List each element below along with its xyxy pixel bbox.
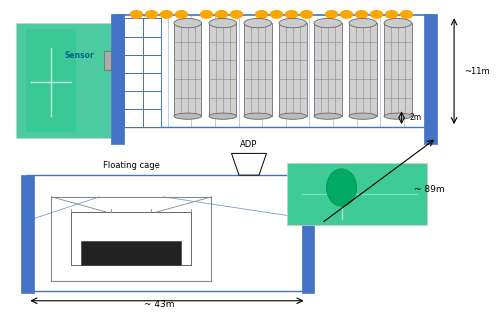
- Ellipse shape: [279, 18, 306, 28]
- Bar: [424, 14, 437, 144]
- Ellipse shape: [279, 113, 306, 119]
- Circle shape: [386, 11, 397, 18]
- Circle shape: [160, 11, 173, 18]
- Bar: [124, 37, 143, 55]
- Ellipse shape: [209, 113, 236, 119]
- Ellipse shape: [244, 113, 272, 119]
- Bar: [314, 23, 342, 116]
- Circle shape: [356, 11, 368, 18]
- Ellipse shape: [244, 18, 272, 28]
- Circle shape: [256, 11, 268, 18]
- Bar: [384, 23, 411, 116]
- Text: Floating cage: Floating cage: [103, 161, 160, 170]
- Bar: [143, 73, 161, 91]
- Ellipse shape: [314, 113, 342, 119]
- Bar: [22, 175, 34, 293]
- Bar: [209, 23, 236, 116]
- Ellipse shape: [174, 113, 202, 119]
- Circle shape: [145, 11, 157, 18]
- Ellipse shape: [349, 113, 377, 119]
- Bar: [26, 29, 76, 132]
- Circle shape: [371, 11, 383, 18]
- Ellipse shape: [209, 18, 236, 28]
- Circle shape: [341, 11, 353, 18]
- Bar: [287, 163, 427, 225]
- Bar: [143, 37, 161, 55]
- Ellipse shape: [384, 18, 411, 28]
- Text: ~11m: ~11m: [464, 67, 490, 76]
- Bar: [17, 23, 112, 138]
- Bar: [143, 18, 161, 37]
- Bar: [124, 18, 143, 37]
- Ellipse shape: [314, 18, 342, 28]
- Bar: [301, 175, 314, 293]
- Bar: [104, 51, 112, 69]
- Bar: [143, 91, 161, 109]
- Bar: [124, 73, 143, 91]
- Bar: [112, 14, 124, 144]
- Circle shape: [230, 11, 242, 18]
- Circle shape: [325, 11, 338, 18]
- Circle shape: [176, 11, 188, 18]
- Text: Sensor: Sensor: [64, 51, 94, 60]
- Bar: [124, 91, 143, 109]
- Ellipse shape: [174, 18, 202, 28]
- Ellipse shape: [384, 113, 411, 119]
- Bar: [244, 23, 272, 116]
- Bar: [174, 23, 202, 116]
- Circle shape: [400, 11, 412, 18]
- Text: 2m: 2m: [409, 113, 421, 122]
- Text: ~ 43m: ~ 43m: [144, 300, 174, 309]
- Ellipse shape: [326, 169, 357, 206]
- Bar: [81, 241, 182, 265]
- Bar: [143, 55, 161, 73]
- Bar: [124, 109, 143, 127]
- Bar: [279, 23, 306, 116]
- Text: ~ 89m: ~ 89m: [414, 185, 445, 193]
- Circle shape: [215, 11, 227, 18]
- Polygon shape: [231, 153, 267, 175]
- Text: ADP: ADP: [240, 140, 258, 149]
- Circle shape: [286, 11, 297, 18]
- Bar: [124, 55, 143, 73]
- Circle shape: [271, 11, 283, 18]
- Circle shape: [201, 11, 212, 18]
- Circle shape: [130, 11, 142, 18]
- Ellipse shape: [349, 18, 377, 28]
- Bar: [349, 23, 377, 116]
- Bar: [143, 109, 161, 127]
- Circle shape: [300, 11, 312, 18]
